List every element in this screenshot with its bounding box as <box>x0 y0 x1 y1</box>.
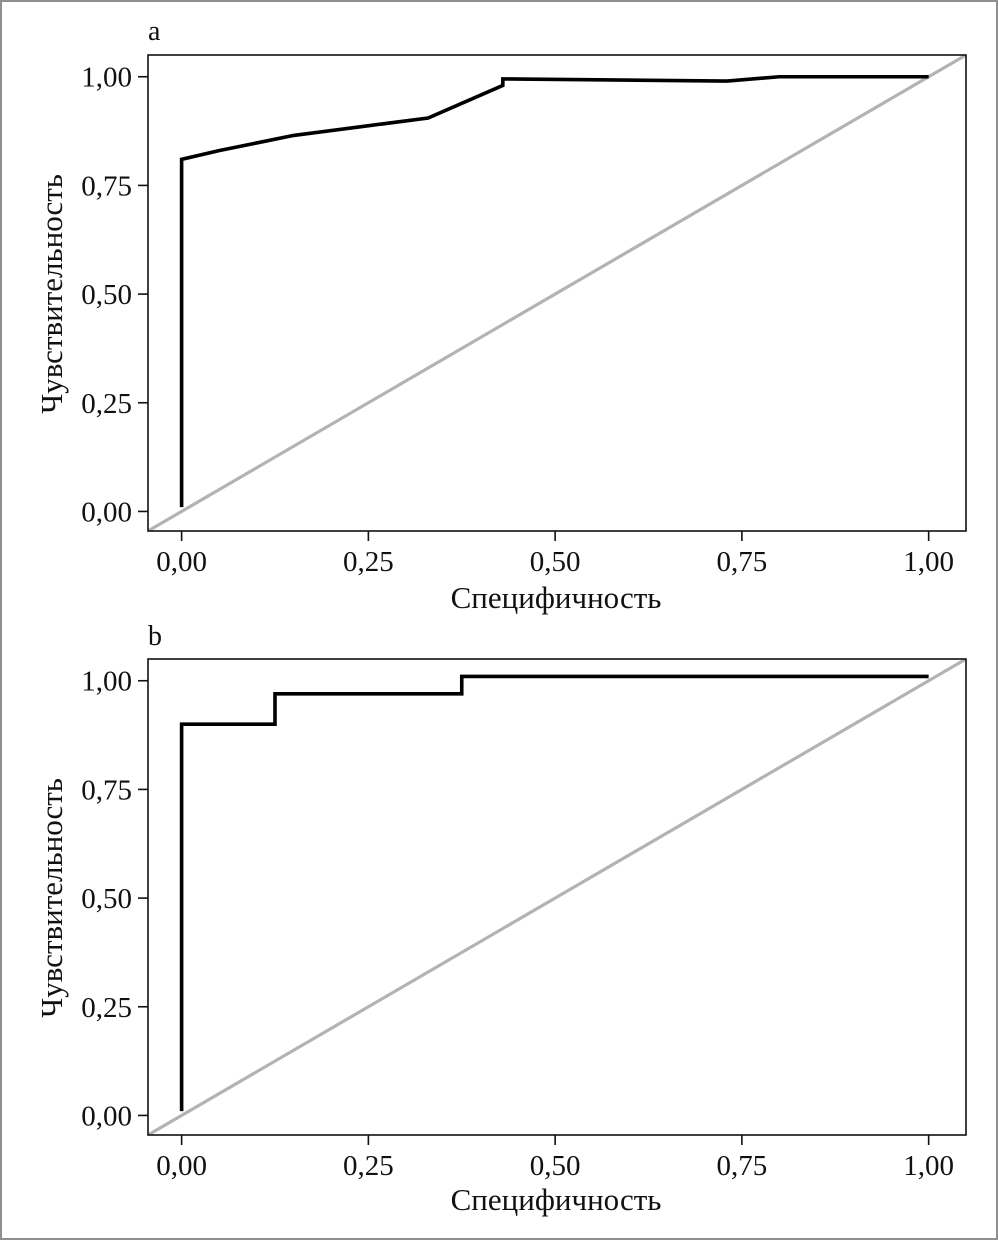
panel-b-y-tick-label: 0,00 <box>81 1100 132 1132</box>
panel-a-x-tick-label: 0,50 <box>530 546 581 578</box>
panel-b-x-axis-label: Специфичность <box>451 1182 662 1217</box>
panel-a-y-axis-label: Чувствительность <box>34 174 69 414</box>
panel-b-x-tick-label: 0,50 <box>530 1150 581 1182</box>
panel-b-x-tick-label: 0,00 <box>156 1150 207 1182</box>
panel-a-y-tick-label: 0,00 <box>81 496 132 528</box>
panel-a-x-axis-label: Специфичность <box>451 580 662 615</box>
panel-b-y-tick-label: 0,50 <box>81 883 132 915</box>
panel-a-plot-area: 0,00 0,25 0,50 0,75 1,00 0,00 0,25 0,50 0,75 1,00 <box>81 54 967 578</box>
panel-b-x-tick-label: 0,25 <box>343 1150 394 1182</box>
panel-b-plot-border <box>147 658 967 1136</box>
panel-a-x-tick-label: 1,00 <box>903 546 954 578</box>
panel-b-reference-diagonal <box>148 659 966 1135</box>
panel-a-x-tick-label: 0,00 <box>156 546 207 578</box>
panel-a-x-tick-label: 0,75 <box>717 546 768 578</box>
panel-a-x-tick-label: 0,25 <box>343 546 394 578</box>
panel-a-label: a <box>148 16 161 47</box>
panel-b-y-tick-label: 1,00 <box>81 666 132 698</box>
panel-b-plot-area: 0,00 0,25 0,50 0,75 1,00 0,00 0,25 0,50 0,75 1,00 <box>81 658 967 1182</box>
panel-a-y-tick-label: 0,75 <box>81 170 132 202</box>
panel-a-y-tick-label: 1,00 <box>81 62 132 94</box>
panel-b-y-tick-label: 0,25 <box>81 992 132 1024</box>
panel-b-x-tick-label: 1,00 <box>903 1150 954 1182</box>
panel-b-x-tick-label: 0,75 <box>717 1150 768 1182</box>
panel-a-plot-border <box>147 54 967 532</box>
panel-b-y-axis-label: Чувствительность <box>34 778 69 1018</box>
panel-a-roc-curve <box>179 74 929 508</box>
panel-a-y-tick-label: 0,25 <box>81 388 132 420</box>
panel-b-roc-curve <box>179 674 929 1112</box>
panel-b-y-tick-label: 0,75 <box>81 774 132 806</box>
panel-a-reference-diagonal <box>148 55 966 531</box>
panel-a: a Чувствительность Специфичность 0,00 0,2… <box>34 16 967 615</box>
panel-b: b Чувствительность Специфичность 0,00 0,2… <box>34 621 967 1217</box>
panel-a-y-tick-label: 0,50 <box>81 279 132 311</box>
panel-b-label: b <box>148 621 162 652</box>
